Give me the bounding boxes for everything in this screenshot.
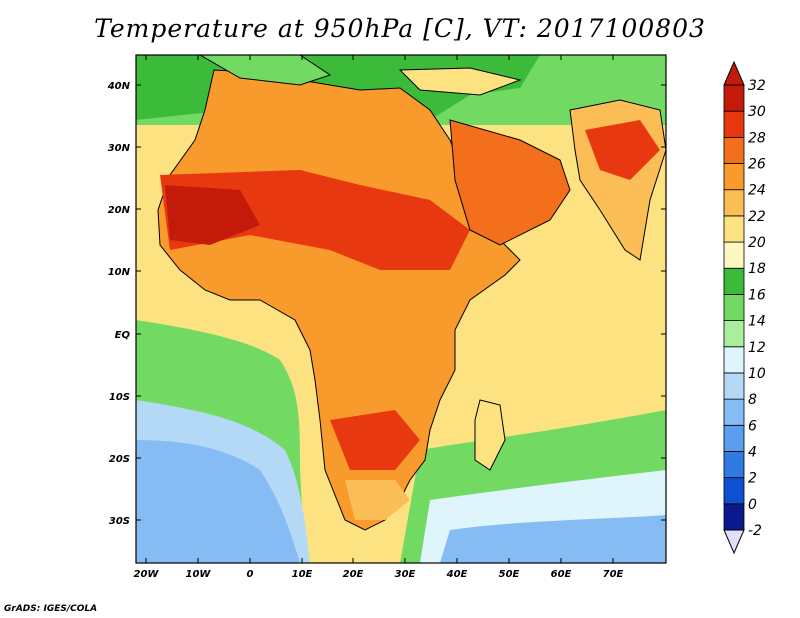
chart-title: Temperature at 950hPa [C], VT: 201710080…: [94, 14, 706, 43]
colorbar-top-arrow: [723, 60, 745, 86]
turkey-fringe: [398, 67, 522, 96]
lat-label: 30S: [109, 516, 130, 527]
colorbar-bottom-arrow: [723, 529, 745, 555]
colorbar-swatch: [723, 320, 745, 348]
lon-label: 0: [247, 569, 254, 580]
colorbar-swatch: [723, 84, 745, 112]
colorbar-label: 24: [748, 183, 766, 199]
indian-ocean-colder-zone: [440, 515, 666, 563]
colorbar-label: 22: [748, 209, 766, 225]
colorbar-swatch: [723, 241, 745, 269]
colorbar-label: 26: [748, 157, 766, 173]
longitude-axis: 20W 10W 0 10E 20E 30E 40E 50E 60E 70E: [134, 55, 624, 580]
lon-label: 20E: [343, 569, 364, 580]
colorbar-swatch: [723, 477, 745, 505]
colorbar-swatch: [723, 294, 745, 321]
software-credit: GrADS: IGES/COLA: [4, 604, 98, 614]
colorbar-swatch: [723, 372, 745, 400]
colorbar-swatch: [723, 398, 745, 426]
lat-label: 30N: [108, 143, 131, 154]
lon-label: 10W: [186, 569, 212, 580]
colorbar-swatch: [723, 503, 745, 531]
south-asia-hot-core: [585, 120, 660, 180]
colorbar-label: 30: [748, 104, 766, 120]
colorbar-label: -2: [748, 523, 762, 539]
colorbar-label: 32: [748, 78, 766, 94]
colorbar-swatch: [723, 451, 745, 479]
lon-label: 20W: [134, 569, 160, 580]
colorbar-label: 12: [748, 340, 766, 356]
lat-label: 10N: [108, 267, 131, 278]
europe-fringe: [198, 55, 332, 86]
madagascar-island: [474, 399, 506, 471]
colorbar-label: 6: [748, 418, 757, 434]
lat-label: 10S: [109, 392, 130, 403]
lon-label: 40E: [446, 569, 468, 580]
lat-label: 20S: [109, 454, 130, 465]
colorbar-label: 20: [748, 235, 766, 251]
latitude-axis: 40N 30N 20N 10N EQ 10S 20S 30S: [107, 81, 666, 527]
colorbar-label: 2: [748, 471, 757, 487]
lon-label: 30E: [395, 569, 416, 580]
colorbar-swatch: [723, 110, 745, 138]
colorbar-swatch: [723, 215, 745, 243]
colorbar-swatch: [723, 267, 745, 295]
colorbar-label: 0: [748, 497, 757, 513]
colorbar-label: 18: [748, 261, 766, 277]
west-africa-hot-core: [165, 185, 260, 245]
colorbar-label: 14: [748, 314, 766, 330]
colorbar-swatch: [723, 346, 745, 374]
colorbar-label: 8: [748, 392, 757, 408]
lat-label: 20N: [108, 205, 131, 216]
lon-label: 70E: [603, 569, 624, 580]
colorbar-label: 16: [748, 287, 766, 303]
colorbar-swatch: [723, 163, 745, 191]
colorbar-label: 28: [748, 130, 766, 146]
lat-label: EQ: [115, 330, 131, 341]
south-atlantic-colder-zone: [136, 440, 300, 563]
colorbar-swatch: [723, 189, 745, 217]
lon-label: 60E: [551, 569, 572, 580]
lat-label: 40N: [107, 81, 131, 92]
southern-africa-mild-zone: [345, 480, 410, 520]
lon-label: 50E: [499, 569, 520, 580]
colorbar-label: 4: [748, 444, 757, 460]
lon-label: 10E: [292, 569, 313, 580]
arabian-peninsula: [449, 119, 571, 246]
southern-africa-warm-zone: [330, 410, 420, 470]
colorbar-label: 10: [748, 366, 766, 382]
colorbar-swatch: [723, 136, 745, 164]
colorbar-swatch: [723, 424, 745, 452]
plot-frame: [135, 54, 667, 564]
